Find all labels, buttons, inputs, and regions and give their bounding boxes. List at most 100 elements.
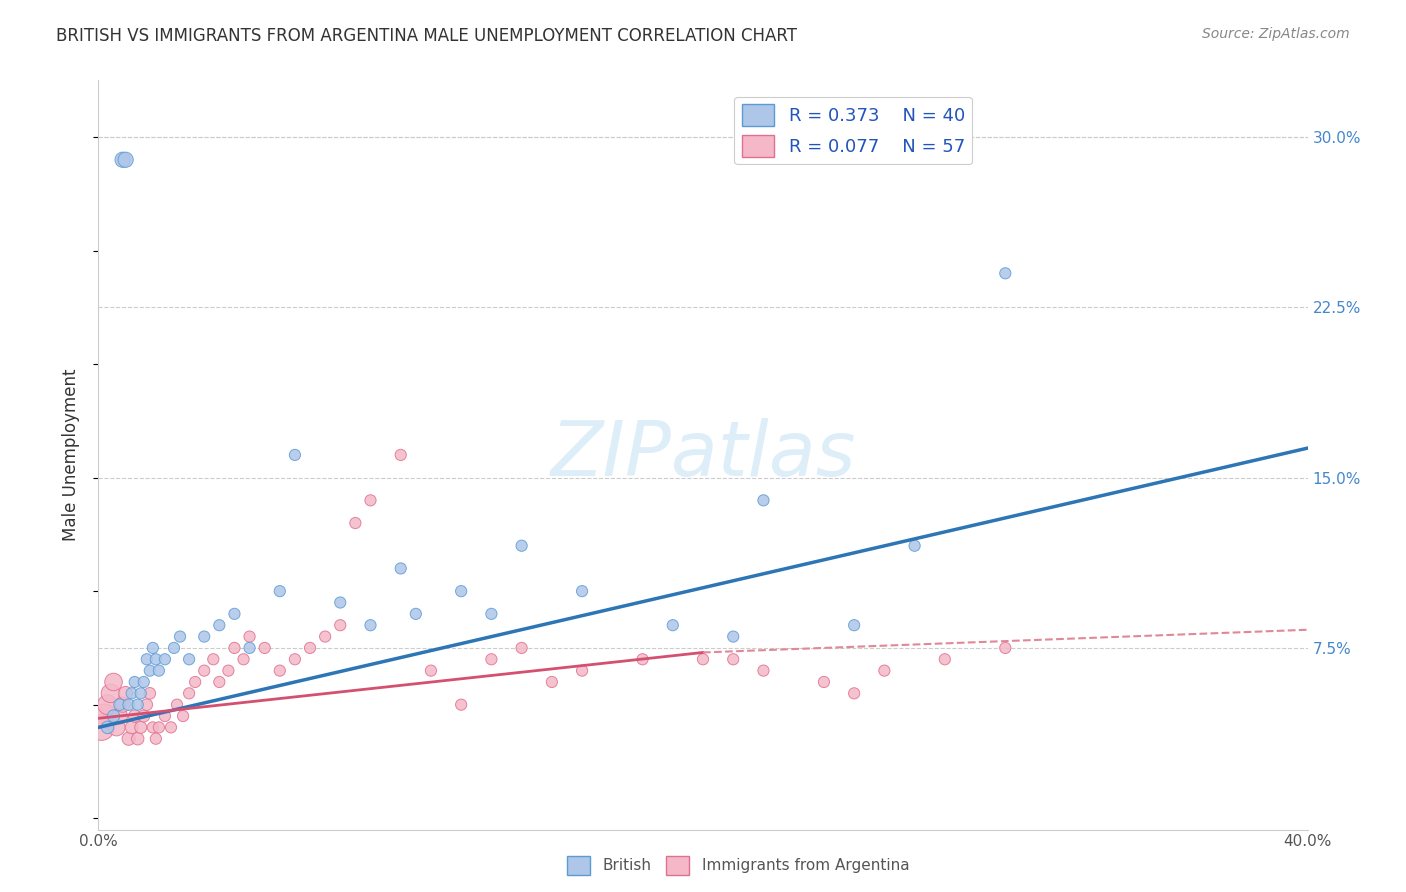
Point bbox=[160, 720, 183, 734]
Point bbox=[93, 709, 115, 723]
Point bbox=[139, 686, 162, 700]
Point bbox=[360, 493, 382, 508]
Point bbox=[179, 652, 201, 666]
Point bbox=[153, 709, 176, 723]
Point bbox=[202, 652, 225, 666]
Point bbox=[118, 731, 141, 746]
Point bbox=[571, 664, 593, 678]
Point bbox=[752, 493, 775, 508]
Point bbox=[111, 153, 134, 167]
Point bbox=[540, 675, 562, 690]
Point bbox=[873, 664, 896, 678]
Point bbox=[100, 686, 122, 700]
Point bbox=[405, 607, 427, 621]
Point bbox=[127, 731, 149, 746]
Point bbox=[232, 652, 254, 666]
Text: Source: ZipAtlas.com: Source: ZipAtlas.com bbox=[1202, 27, 1350, 41]
Point bbox=[108, 709, 131, 723]
Legend: British, Immigrants from Argentina: British, Immigrants from Argentina bbox=[561, 850, 915, 880]
Point bbox=[166, 698, 188, 712]
Point bbox=[329, 618, 352, 632]
Point bbox=[127, 698, 149, 712]
Point bbox=[129, 720, 152, 734]
Point bbox=[344, 516, 367, 530]
Point bbox=[148, 664, 170, 678]
Point bbox=[111, 698, 134, 712]
Point bbox=[299, 640, 322, 655]
Point bbox=[844, 618, 866, 632]
Point bbox=[90, 720, 112, 734]
Text: ZIPatlas: ZIPatlas bbox=[550, 418, 856, 491]
Point bbox=[193, 630, 215, 644]
Point bbox=[179, 686, 201, 700]
Point bbox=[139, 664, 162, 678]
Point bbox=[269, 664, 291, 678]
Point bbox=[105, 720, 128, 734]
Point bbox=[239, 630, 262, 644]
Point bbox=[329, 595, 352, 609]
Point bbox=[132, 709, 155, 723]
Point bbox=[114, 686, 136, 700]
Point bbox=[284, 448, 307, 462]
Point bbox=[142, 720, 165, 734]
Point bbox=[360, 618, 382, 632]
Point bbox=[145, 652, 167, 666]
Point bbox=[163, 640, 186, 655]
Point bbox=[844, 686, 866, 700]
Point bbox=[904, 539, 927, 553]
Point bbox=[752, 664, 775, 678]
Legend: R = 0.373    N = 40, R = 0.077    N = 57: R = 0.373 N = 40, R = 0.077 N = 57 bbox=[734, 97, 972, 164]
Point bbox=[96, 698, 118, 712]
Point bbox=[450, 698, 472, 712]
Point bbox=[169, 630, 191, 644]
Point bbox=[239, 640, 262, 655]
Point bbox=[481, 652, 503, 666]
Point bbox=[121, 686, 143, 700]
Point bbox=[96, 720, 118, 734]
Text: BRITISH VS IMMIGRANTS FROM ARGENTINA MALE UNEMPLOYMENT CORRELATION CHART: BRITISH VS IMMIGRANTS FROM ARGENTINA MAL… bbox=[56, 27, 797, 45]
Point bbox=[193, 664, 215, 678]
Point bbox=[184, 675, 207, 690]
Point bbox=[208, 618, 231, 632]
Point bbox=[723, 652, 745, 666]
Point bbox=[135, 698, 157, 712]
Point bbox=[631, 652, 654, 666]
Point bbox=[132, 675, 155, 690]
Point bbox=[450, 584, 472, 599]
Point bbox=[420, 664, 443, 678]
Point bbox=[253, 640, 276, 655]
Point bbox=[121, 720, 143, 734]
Point bbox=[481, 607, 503, 621]
Point bbox=[118, 698, 141, 712]
Point bbox=[103, 675, 125, 690]
Point bbox=[148, 720, 170, 734]
Point bbox=[510, 539, 533, 553]
Point bbox=[224, 607, 246, 621]
Point bbox=[114, 153, 136, 167]
Point bbox=[994, 266, 1017, 280]
Point bbox=[571, 584, 593, 599]
Point bbox=[661, 618, 683, 632]
Point bbox=[314, 630, 336, 644]
Point bbox=[934, 652, 956, 666]
Point bbox=[135, 652, 157, 666]
Point bbox=[389, 561, 412, 575]
Point bbox=[269, 584, 291, 599]
Point bbox=[284, 652, 307, 666]
Point bbox=[510, 640, 533, 655]
Y-axis label: Male Unemployment: Male Unemployment bbox=[62, 368, 80, 541]
Point bbox=[994, 640, 1017, 655]
Point bbox=[129, 686, 152, 700]
Point bbox=[723, 630, 745, 644]
Point bbox=[108, 698, 131, 712]
Point bbox=[813, 675, 835, 690]
Point bbox=[692, 652, 714, 666]
Point bbox=[142, 640, 165, 655]
Point bbox=[217, 664, 239, 678]
Point bbox=[103, 709, 125, 723]
Point bbox=[208, 675, 231, 690]
Point bbox=[145, 731, 167, 746]
Point bbox=[172, 709, 194, 723]
Point bbox=[389, 448, 412, 462]
Point bbox=[124, 675, 146, 690]
